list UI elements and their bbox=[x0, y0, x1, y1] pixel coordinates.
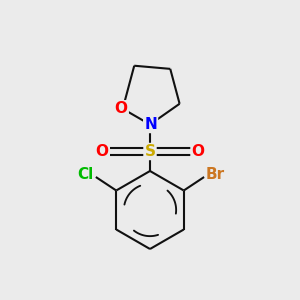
Text: O: O bbox=[115, 101, 128, 116]
Text: O: O bbox=[191, 144, 205, 159]
Text: O: O bbox=[95, 144, 109, 159]
Text: N: N bbox=[144, 117, 157, 132]
Text: S: S bbox=[145, 144, 155, 159]
Text: Br: Br bbox=[206, 167, 225, 182]
Text: Cl: Cl bbox=[77, 167, 94, 182]
